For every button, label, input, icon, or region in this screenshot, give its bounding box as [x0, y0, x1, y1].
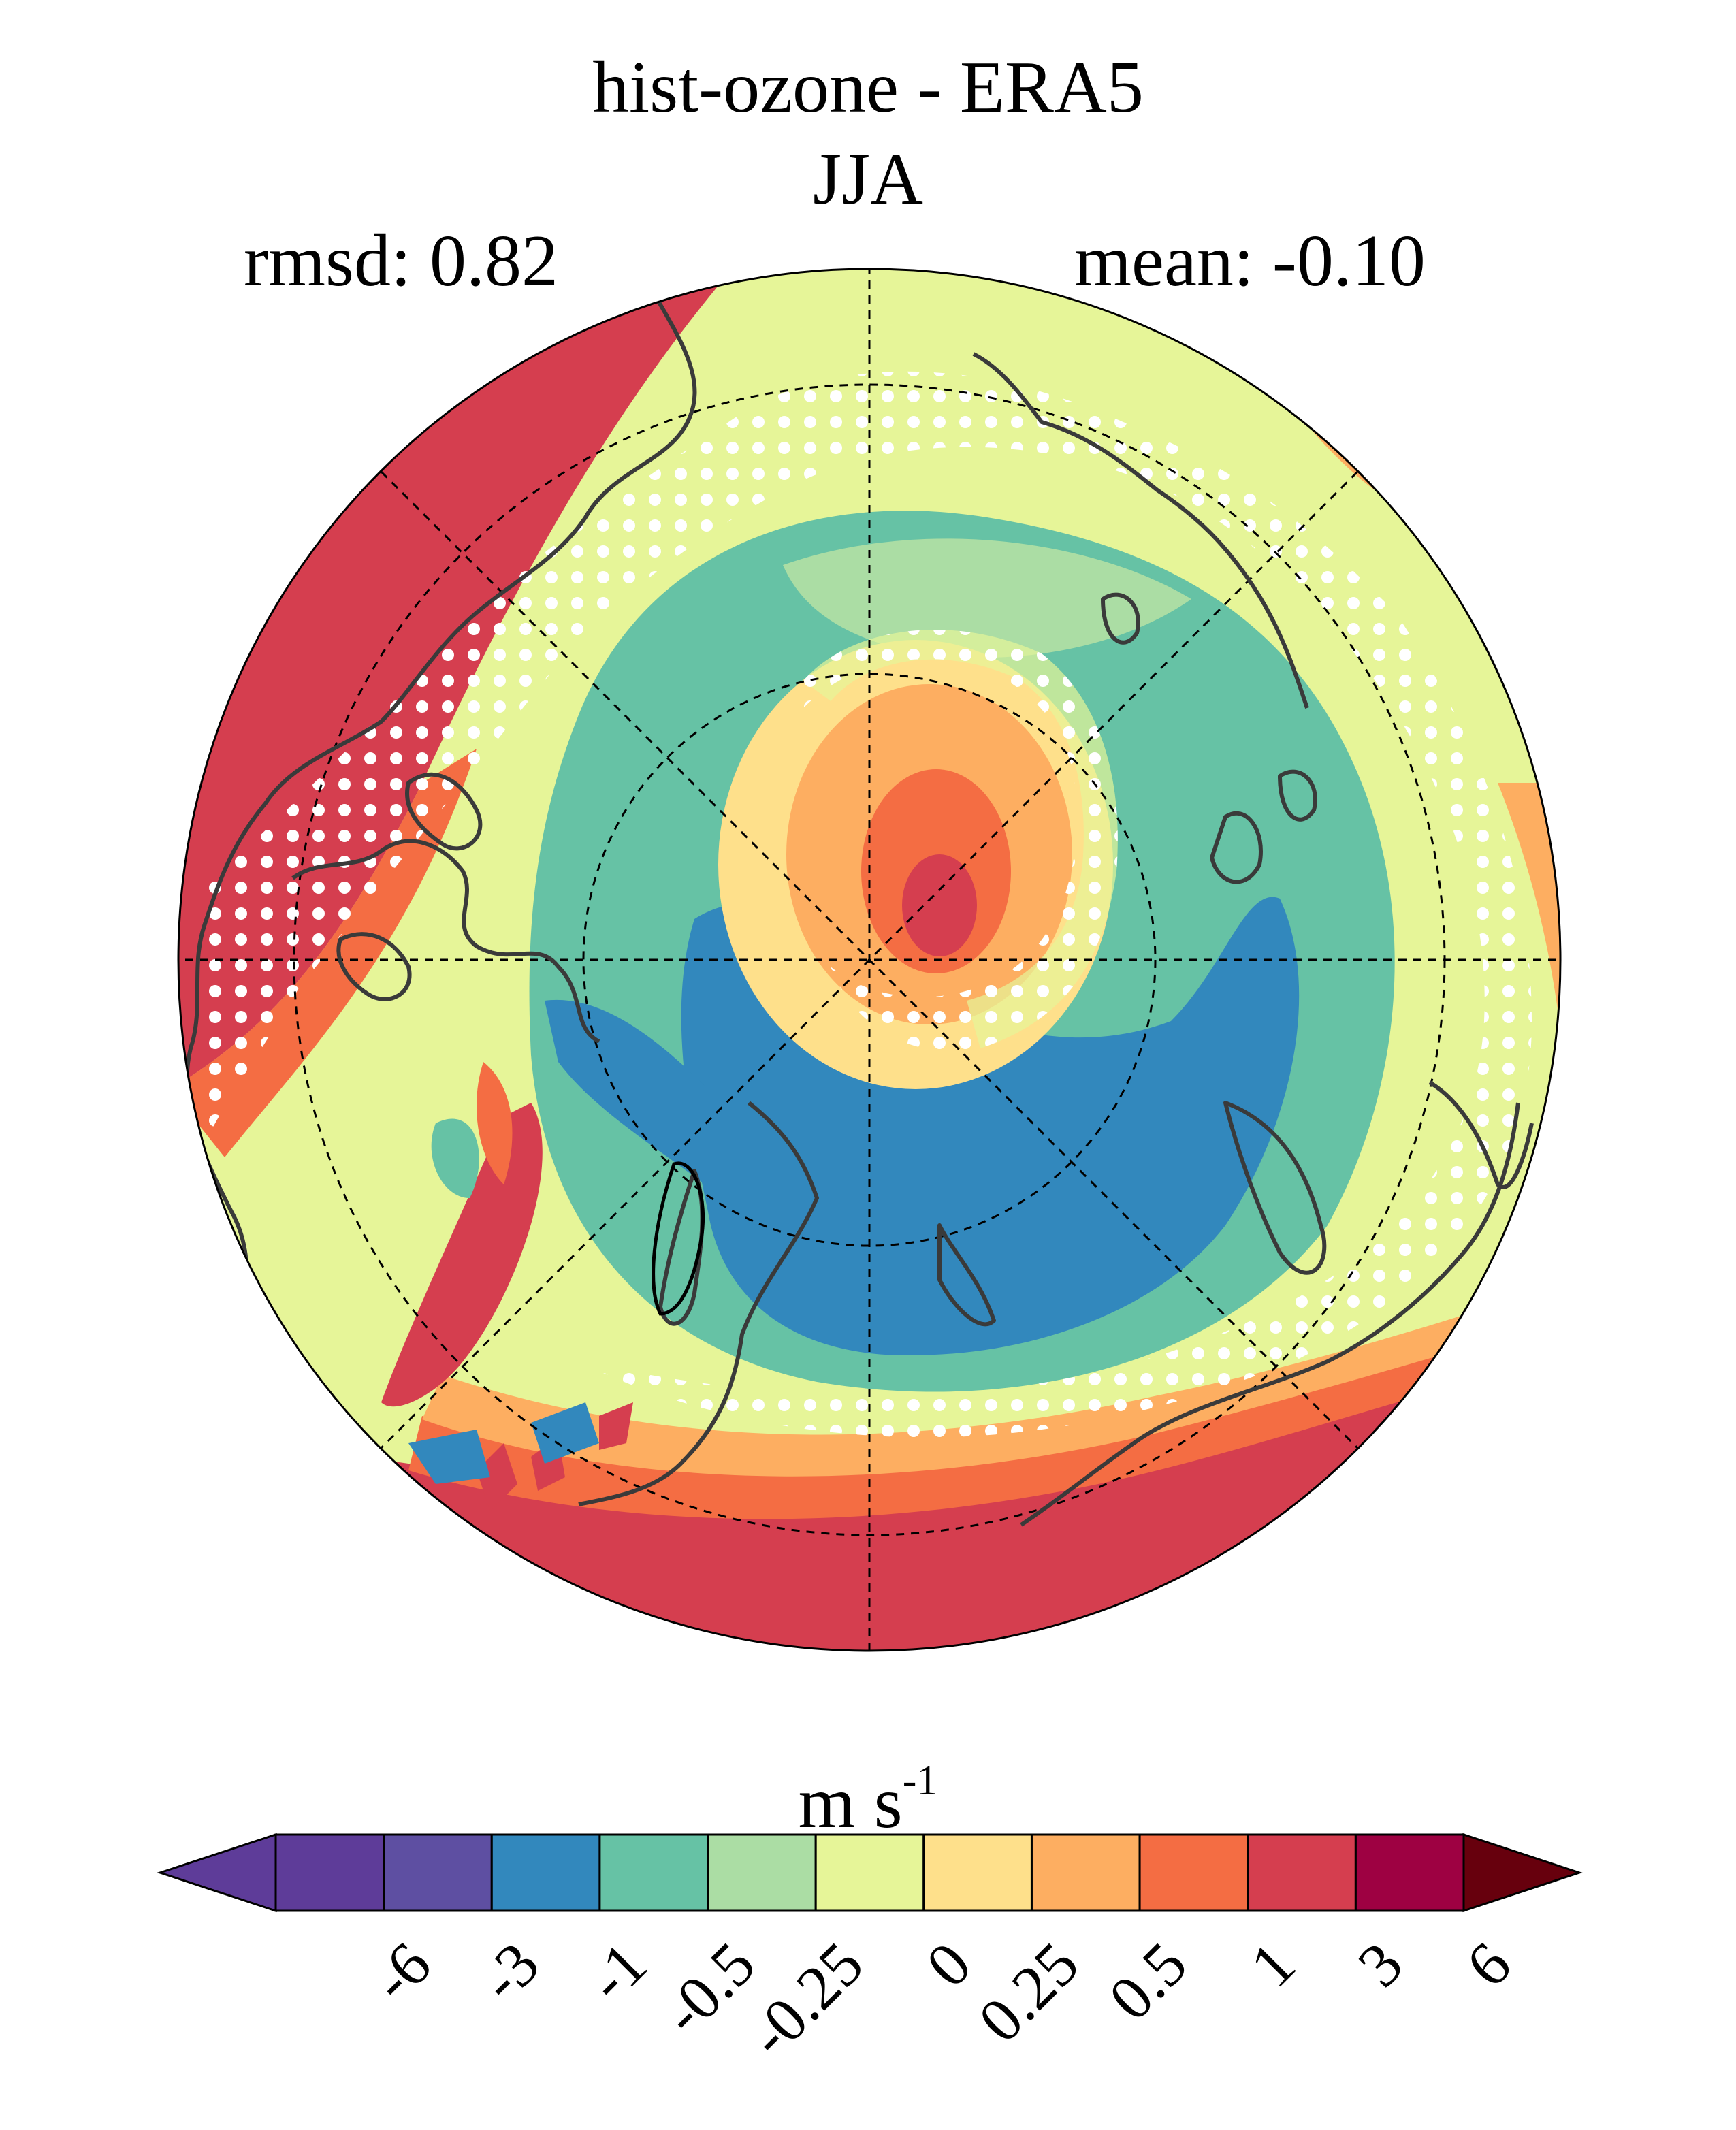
map-title: hist-ozone - ERA5	[592, 47, 1144, 128]
colorbar-swatch	[383, 1833, 493, 1912]
colorbar-swatch	[814, 1833, 925, 1912]
colorbar-swatch	[707, 1833, 817, 1912]
colorbar-over-triangle	[1462, 1833, 1583, 1913]
colorbar-swatch	[1138, 1833, 1249, 1912]
colorbar-swatch	[1354, 1833, 1465, 1912]
colorbar-swatch	[490, 1833, 601, 1912]
units-base: m s	[798, 1762, 903, 1843]
rmsd-label: rmsd: 0.82	[244, 221, 559, 302]
units-label: m s-1	[0, 1760, 1736, 1840]
map-boundary	[177, 268, 1562, 1652]
graticule	[178, 269, 1560, 1651]
colorbar-swatch	[922, 1833, 1033, 1912]
colorbar-under-triangle	[157, 1833, 277, 1913]
units-exponent: -1	[902, 1758, 938, 1804]
season-label: JJA	[812, 139, 924, 220]
contour-line	[652, 1161, 705, 1316]
colorbar-swatch	[598, 1833, 709, 1912]
polar-map	[177, 268, 1562, 1652]
colorbar-swatch	[1030, 1833, 1141, 1912]
colorbar-swatch	[274, 1833, 385, 1912]
significance-stippling	[204, 371, 1532, 1438]
mean-label: mean: -0.10	[1074, 221, 1426, 302]
colorbar-swatch	[1247, 1833, 1357, 1912]
